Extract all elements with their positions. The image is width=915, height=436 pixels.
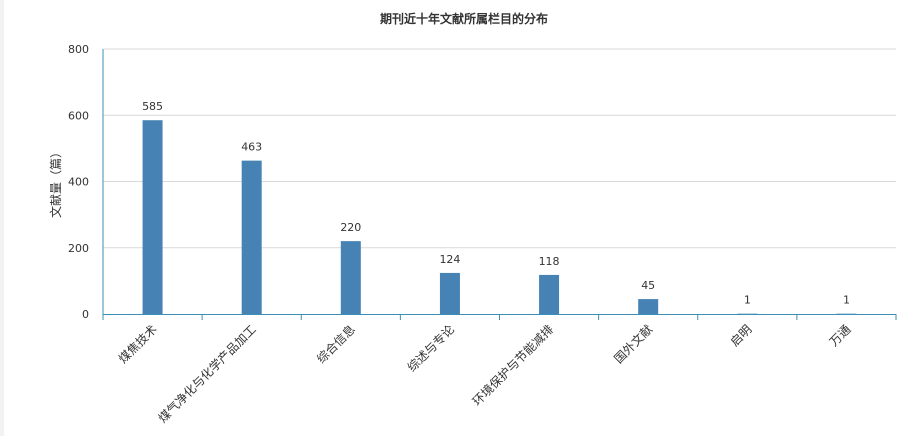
- x-tick-label: 综述与专论: [404, 322, 457, 375]
- y-tick-label: 400: [68, 176, 89, 189]
- data-label: 220: [340, 221, 361, 234]
- bar[interactable]: [439, 272, 460, 314]
- bars: [142, 120, 857, 314]
- x-tick-label: 煤气净化与化学产品加工: [155, 322, 259, 426]
- y-tick-label: 600: [68, 109, 89, 122]
- x-tick-label: 煤焦技术: [116, 322, 160, 366]
- data-label: 1: [744, 294, 751, 307]
- data-label: 585: [142, 100, 163, 113]
- page-edge: [0, 0, 4, 436]
- x-tick-label: 万通: [827, 322, 854, 349]
- y-tick-label: 0: [82, 308, 89, 321]
- gridlines: [103, 48, 896, 249]
- y-tick-label: 800: [68, 43, 89, 56]
- bar[interactable]: [142, 120, 163, 314]
- x-tick-label: 综合信息: [313, 322, 358, 367]
- bar[interactable]: [638, 299, 659, 314]
- x-tick-label: 环境保护与节能减排: [469, 322, 556, 409]
- bar[interactable]: [539, 274, 560, 314]
- y-tick-label: 200: [68, 242, 89, 255]
- data-label: 1: [843, 294, 850, 307]
- data-label: 124: [439, 253, 460, 266]
- data-label: 463: [241, 141, 262, 154]
- data-labels: 585 463 220 124 118 45 1 1: [142, 100, 850, 306]
- chart-title: 期刊近十年文献所属栏目的分布: [380, 11, 548, 26]
- data-label: 45: [641, 279, 655, 292]
- bar[interactable]: [241, 160, 262, 314]
- bar[interactable]: [340, 241, 361, 314]
- y-axis-label: 文献量（篇）: [48, 146, 63, 218]
- x-tick-label: 国外文献: [611, 322, 656, 367]
- data-label: 118: [539, 255, 560, 268]
- x-tick-label: 启明: [728, 322, 755, 349]
